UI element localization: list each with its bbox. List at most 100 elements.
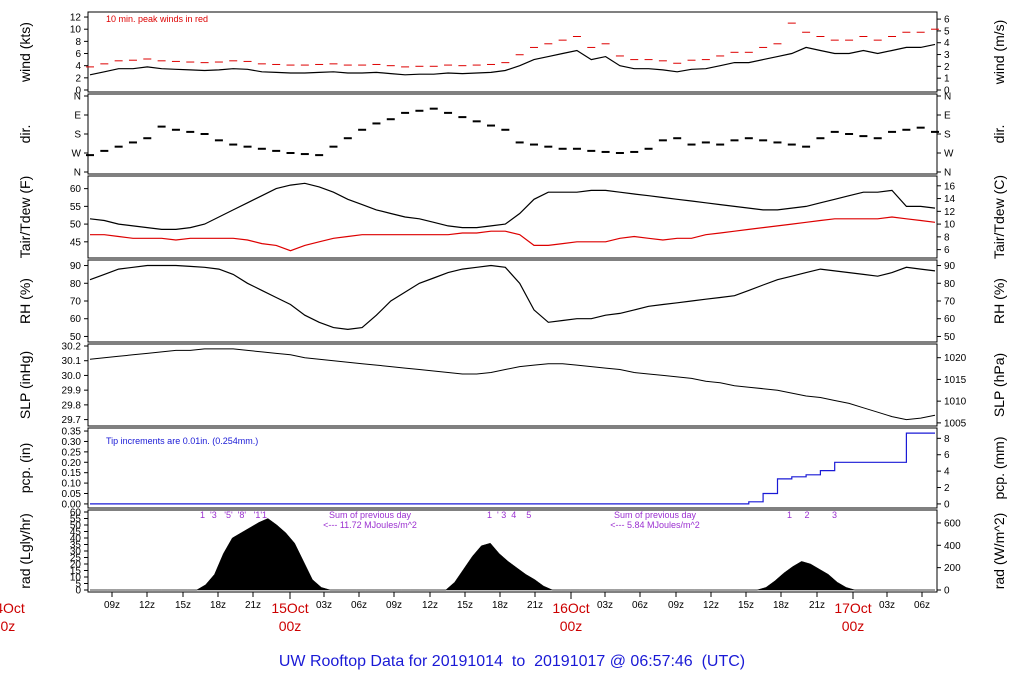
dir-point-12	[257, 147, 266, 150]
rad-ltick-label-6: 30	[70, 547, 82, 558]
rh-rtick-label-2: 70	[944, 297, 956, 308]
rh-rtick-label-4: 90	[944, 261, 956, 272]
slp-rtick-label-2: 1015	[944, 375, 967, 386]
wind-annotation: 10 min. peak winds in red	[106, 14, 208, 24]
dir-point-51	[816, 137, 825, 140]
dir-point-27	[472, 120, 481, 123]
dir-point-48	[773, 141, 782, 144]
dir-point-30	[515, 141, 524, 144]
x-tick-label-4: 21z	[245, 600, 261, 611]
pcp-line	[90, 432, 935, 505]
rh-line	[89, 264, 936, 331]
rh-ylabel-right: RH (%)	[991, 278, 1007, 324]
dir-point-49	[787, 143, 796, 146]
pcp-ltick-label-5: 0.25	[62, 447, 82, 458]
x-tick-label-20: 06z	[914, 600, 930, 611]
x-tick-label-1: 12z	[139, 600, 155, 611]
day-label-4-hour: 00z	[842, 618, 865, 634]
rad-ltick-label-8: 40	[70, 534, 82, 545]
temp-ltick-label-0: 45	[70, 237, 82, 248]
wind-speed-line	[89, 43, 936, 76]
dir-point-53	[845, 133, 854, 135]
dir-point-36	[601, 150, 610, 153]
rh-rtick-label-1: 60	[944, 314, 956, 325]
dir-point-17	[329, 145, 338, 148]
pcp-series	[90, 432, 935, 505]
x-tick-label-14: 09z	[668, 600, 684, 611]
rad-ylabel-left: rad (Lgly/hr)	[17, 513, 33, 588]
dir-point-26	[458, 116, 467, 119]
x-tick-label-8: 12z	[422, 600, 438, 611]
rh-series	[89, 264, 936, 331]
day-label-2-day: 15Oct	[271, 600, 308, 616]
dir-point-14	[286, 152, 295, 154]
dir-point-21	[386, 118, 395, 121]
pcp-rtick-label-3: 6	[944, 450, 950, 461]
dir-point-9	[214, 139, 223, 142]
slp-series	[89, 348, 936, 421]
day-label-3-hour: 00z	[560, 618, 583, 634]
wind-ltick-label-6: 12	[70, 13, 82, 24]
wind-ltick-label-1: 2	[75, 73, 81, 84]
wind-rtick-label-5: 5	[944, 26, 950, 37]
slp-ltick-label-3: 30.0	[62, 371, 82, 382]
dir-ylabel-left: dir.	[17, 125, 33, 144]
x-tick-label-17: 18z	[773, 600, 789, 611]
dir-point-38	[630, 150, 639, 153]
slp-rtick-label-3: 1020	[944, 353, 967, 364]
temp-rtick-label-2: 10	[944, 220, 956, 231]
dir-point-2	[114, 145, 123, 148]
axes: 0246810120123456NESWNNESWN45505560681012…	[62, 13, 967, 611]
temp-rtick-label-5: 16	[944, 181, 956, 192]
rad-ltick-label-5: 25	[70, 553, 82, 564]
dir-point-13	[272, 149, 281, 152]
wind-ltick-label-5: 10	[70, 25, 82, 36]
dir-point-31	[529, 143, 538, 146]
dir-ltick-label-2: S	[74, 130, 81, 141]
day-label-3-day: 16Oct	[552, 600, 589, 616]
dir-point-10	[229, 143, 238, 146]
rh-ltick-label-1: 60	[70, 314, 82, 325]
temp-series	[89, 182, 936, 252]
x-tick-label-16: 15z	[738, 600, 754, 611]
wind-rtick-label-4: 4	[944, 38, 950, 49]
slp-ylabel-right: SLP (hPa)	[991, 353, 1007, 417]
rad-ltick-label-12: 60	[70, 508, 82, 519]
pcp-ltick-label-3: 0.15	[62, 468, 82, 479]
dir-point-58	[916, 126, 925, 129]
rh-ylabel-left: RH (%)	[17, 278, 33, 324]
day-label-2-hour: 00z	[279, 618, 302, 634]
slp-ltick-label-0: 29.7	[62, 415, 82, 426]
dir-ltick-label-1: E	[74, 111, 81, 122]
wind-ltick-label-0: 0	[75, 86, 81, 97]
rad-marks-day2: 1 ' 3 4 5	[487, 510, 531, 520]
dir-point-45	[730, 139, 739, 142]
dir-point-41	[673, 137, 682, 140]
pcp-rtick-label-2: 4	[944, 467, 950, 478]
wind-rtick-label-1: 1	[944, 74, 950, 85]
rad-sum-day1-line1: Sum of previous day	[329, 510, 412, 520]
dir-rtick-label-1: E	[944, 111, 951, 122]
rad-sum-day2-line2: <--- 5.84 MJoules/m^2	[610, 520, 700, 530]
rad-ltick-label-10: 50	[70, 521, 82, 532]
wind-ltick-label-4: 8	[75, 37, 81, 48]
temp-panel-frame	[87, 175, 938, 259]
dir-series	[86, 107, 939, 157]
dir-point-59	[931, 130, 939, 133]
dir-point-34	[572, 147, 581, 150]
rad-ltick-label-11: 55	[70, 514, 82, 525]
day-label-1-day: 4Oct	[0, 600, 25, 616]
x-tick-label-0: 09z	[104, 600, 120, 611]
x-tick-label-3: 18z	[210, 600, 226, 611]
x-tick-label-18: 21z	[809, 600, 825, 611]
rad-ltick-label-9: 45	[70, 527, 82, 538]
pcp-ltick-label-7: 0.35	[62, 427, 82, 438]
dir-point-6	[171, 128, 180, 131]
slp-ltick-label-1: 29.8	[62, 400, 82, 411]
pcp-ltick-label-2: 0.10	[62, 479, 82, 490]
dir-point-1	[100, 149, 109, 152]
dir-point-37	[615, 152, 624, 154]
day-label-1-hour: 00z	[0, 618, 15, 634]
rh-rtick-label-3: 80	[944, 279, 956, 290]
pcp-ylabel-right: pcp. (mm)	[991, 437, 1007, 500]
